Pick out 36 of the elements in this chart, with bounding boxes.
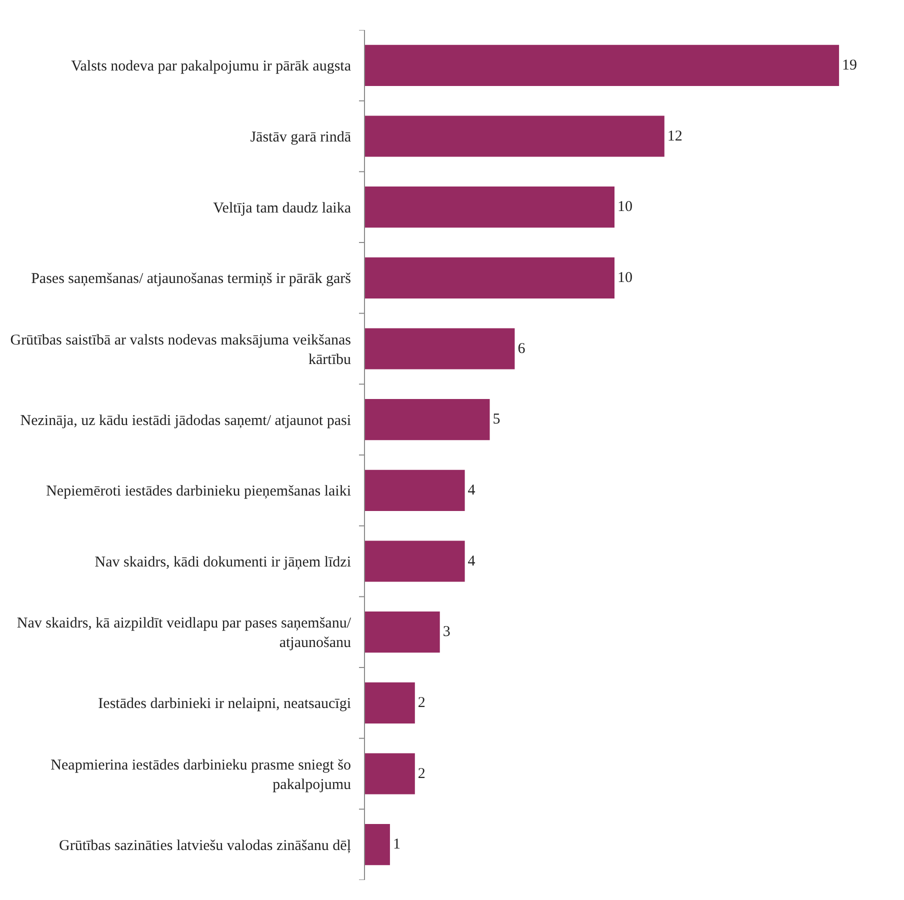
- data-label: 4: [468, 482, 476, 498]
- bar: [365, 540, 465, 582]
- data-label: 5: [492, 412, 500, 428]
- bar: [365, 116, 664, 157]
- bar: [365, 186, 614, 228]
- bar: [365, 257, 614, 298]
- data-label: 1: [392, 836, 400, 853]
- y-tick-label: Valsts nodeva par pakalpojumu ir pārāk augsta: [71, 58, 352, 75]
- y-tick-label: Nav skaidrs, kā aizpildīt veidlapu par pases saņemšanu/ atjaunošanu: [16, 616, 352, 652]
- data-label: 10: [618, 199, 632, 216]
- bar: [365, 753, 415, 794]
- y-tick-label: Neapmierina iestādes darbinieku prasme sniegt šo pakalpojumu: [50, 757, 352, 793]
- data-label: 10: [618, 270, 632, 286]
- bar: [365, 470, 465, 511]
- y-tick-label: Grūtības saistībā ar valsts nodevas maksājuma veikšanas kārtību: [10, 332, 352, 368]
- y-tick-label: Pases saņemšanas/ atjaunošanas termiņš ir pārāk garš: [31, 271, 352, 288]
- data-label: 12: [667, 128, 682, 144]
- bar: [365, 612, 440, 653]
- data-label: 6: [518, 340, 526, 357]
- y-tick-label: Nezināja, uz kādu iestādi jādodas saņemt/ atjaunot pasi: [20, 412, 351, 429]
- y-tick-label: Jāstāv garā rindā: [250, 130, 352, 146]
- bar: [365, 399, 490, 440]
- data-label: 3: [442, 624, 450, 640]
- y-tick-label: Veltīja tam daudz laika: [213, 200, 352, 216]
- bar: [365, 682, 415, 724]
- y-tick-label: Iestādes darbinieki ir nelaipni, neatsaucīgi: [98, 696, 351, 712]
- bar: [365, 44, 840, 86]
- data-label: 4: [468, 553, 476, 570]
- y-tick-label: Nav skaidrs, kādi dokumenti ir jāņem līdzi: [94, 554, 351, 570]
- bar: [365, 328, 515, 370]
- data-label: 2: [418, 694, 426, 711]
- y-tick-label: Grūtības sazināties latviešu valodas zināšanu dēļ: [59, 838, 351, 854]
- data-label: 2: [418, 766, 426, 782]
- y-tick-label: Nepiemēroti iestādes darbinieku pieņemšanas laiki: [46, 484, 351, 500]
- bar: [365, 824, 390, 866]
- data-label: 19: [842, 57, 858, 74]
